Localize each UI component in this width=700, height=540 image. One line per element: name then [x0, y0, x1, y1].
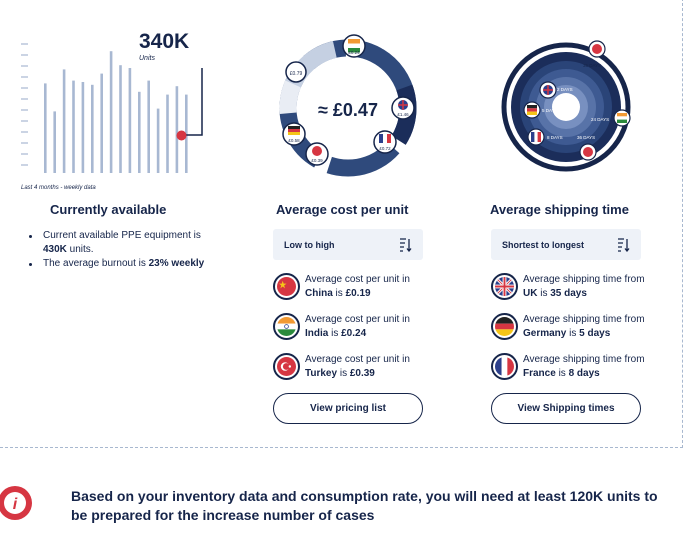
turkey-flag-icon: £0.79: [285, 61, 307, 83]
india-flag-icon: [613, 109, 631, 127]
weekly-bar: [185, 94, 188, 173]
india-flag-icon: £0.24: [342, 34, 366, 58]
weekly-bar: [72, 80, 75, 173]
donut-label: £0.24: [348, 50, 360, 55]
cost-sort-dropdown[interactable]: Low to high: [273, 229, 423, 260]
germany-flag-icon: £0.58: [282, 122, 306, 146]
weekly-bar: [175, 86, 179, 173]
france-flag-icon: [527, 128, 545, 146]
germany-flag-icon: [491, 313, 518, 340]
shipping-item-germany: Average shipping time from Germany is 5 …: [491, 313, 653, 340]
uk-flag-icon: £1.46: [391, 96, 415, 120]
weekly-bar: [156, 108, 160, 173]
china-flag-icon: [579, 143, 597, 161]
shipping-item-france: Average shipping time from France is 8 d…: [491, 353, 653, 380]
inventory-total-value: 340K: [139, 30, 189, 53]
uk-flag-icon: [539, 81, 557, 99]
india-flag-icon: [273, 313, 300, 340]
ring-label: 2 DAYS: [557, 87, 573, 92]
ring-label: 8 DAYS: [547, 135, 563, 140]
weekly-bar: [109, 51, 113, 174]
france-flag-icon: £0.72: [373, 130, 397, 154]
donut-label: £0.72: [379, 146, 391, 151]
info-icon: i: [0, 486, 32, 520]
ring-label: 36 DAYS: [577, 135, 595, 140]
cost-item-china: Average cost per unit in China is £0.19: [273, 273, 435, 300]
weekly-bar: [62, 69, 66, 173]
china-flag-icon: [588, 40, 606, 58]
inventory-caption: Last 4 months - weekly data: [21, 185, 96, 191]
inventory-bar-chart: 340K Units Last 4 months - weekly data: [21, 30, 203, 191]
bullet-item: Current available PPE equipment is 430K …: [28, 229, 208, 256]
inventory-unit-label: Units: [139, 55, 155, 62]
average-cost-value: ≈ £0.47: [318, 100, 378, 120]
shipping-radial-chart: 35 DAYS 2 DAYS 5 DAYS 24 DAYS 8 DAYS 36 …: [501, 40, 631, 172]
cost-donut-chart: ≈ £0.47 £0.24 £0.79 £1.46 £0.58 £0.39: [279, 34, 417, 177]
cost-heading: Average cost per unit: [276, 202, 409, 217]
inventory-leader-line: [185, 68, 203, 136]
sort-descending-icon: [400, 237, 412, 252]
cost-sort-label: Low to high: [284, 239, 335, 250]
dashed-panel-border: [0, 0, 683, 448]
donut-label: £0.39: [311, 158, 323, 163]
weekly-bar: [53, 111, 56, 173]
view-pricing-list-button[interactable]: View pricing list: [273, 393, 423, 424]
shipping-item-uk: Average shipping time from UK is 35 days: [491, 273, 653, 300]
donut-label: £0.58: [288, 138, 300, 143]
weekly-bar: [91, 84, 94, 173]
weekly-bar: [81, 82, 85, 173]
cost-item-turkey: Average cost per unit in Turkey is £0.39: [273, 353, 435, 380]
weekly-bar: [138, 91, 141, 173]
view-shipping-times-button[interactable]: View Shipping times: [491, 393, 641, 424]
cost-item-india: Average cost per unit in India is £0.24: [273, 313, 435, 340]
china-flag-icon: £0.39: [305, 142, 329, 166]
weekly-bar: [128, 68, 132, 173]
france-flag-icon: [491, 353, 518, 380]
weekly-bar: [119, 65, 122, 173]
svg-text:i: i: [13, 496, 18, 513]
donut-label: £1.46: [397, 112, 409, 117]
weekly-bar: [166, 94, 169, 173]
weekly-bar: [147, 80, 150, 173]
sort-descending-icon: [618, 237, 630, 252]
donut-label: £0.79: [290, 71, 303, 77]
bullet-item: The average burnout is 23% weekly: [28, 257, 208, 271]
uk-flag-icon: [491, 273, 518, 300]
weekly-bar: [100, 73, 103, 173]
ring-label: 5 DAYS: [542, 108, 558, 113]
inventory-current-marker: [176, 130, 187, 141]
shipping-sort-dropdown[interactable]: Shortest to longest: [491, 229, 641, 260]
inventory-bullets: Current available PPE equipment is 430K …: [28, 229, 208, 272]
insight-message: Based on your inventory data and consump…: [71, 488, 658, 523]
china-flag-icon: [273, 273, 300, 300]
ring-label: 24 DAYS: [591, 117, 609, 122]
germany-flag-icon: [523, 101, 541, 119]
weekly-bar: [44, 83, 47, 173]
turkey-flag-icon: [273, 353, 300, 380]
shipping-heading: Average shipping time: [490, 202, 629, 217]
ring-label: 35 DAYS: [583, 63, 601, 68]
inventory-heading: Currently available: [50, 202, 167, 217]
shipping-sort-label: Shortest to longest: [502, 239, 585, 250]
